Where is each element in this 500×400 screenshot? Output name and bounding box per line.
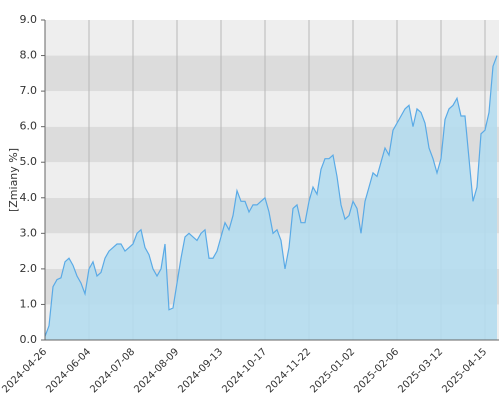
y-tick-label: 2.0 <box>20 262 38 275</box>
x-tick-label: 2025-04-15 <box>440 346 489 395</box>
x-tick-label: 2024-04-26 <box>0 346 49 395</box>
y-axis-label: [Zmiany %] <box>7 148 20 212</box>
y-tick-label: 8.0 <box>20 49 38 62</box>
y-tick-label: 6.0 <box>20 120 38 133</box>
x-tick-label: 2024-08-09 <box>132 346 181 395</box>
y-tick-label: 4.0 <box>20 191 38 204</box>
y-tick-label: 7.0 <box>20 84 38 97</box>
x-tick-label: 2025-02-06 <box>352 346 401 395</box>
x-tick-label: 2025-03-12 <box>396 346 445 395</box>
x-tick-label: 2024-06-04 <box>44 346 93 395</box>
area <box>45 55 497 341</box>
line <box>44 55 498 337</box>
y-tick-label: 0.0 <box>20 333 38 346</box>
y-tick-label: 5.0 <box>20 155 38 168</box>
y-tick-label: 3.0 <box>20 226 38 239</box>
grid-band <box>45 55 499 92</box>
grid-band <box>45 20 499 56</box>
y-tick-label: 9.0 <box>20 13 38 26</box>
x-tick-label: 2024-11-22 <box>264 346 313 395</box>
grid-band <box>45 91 499 127</box>
y-tick-label: 1.0 <box>20 297 38 310</box>
x-tick-label: 2025-01-02 <box>308 346 357 395</box>
x-tick-label: 2024-07-08 <box>88 346 137 395</box>
x-tick-label: 2024-09-13 <box>176 346 225 395</box>
x-tick-label: 2024-10-17 <box>220 346 269 395</box>
